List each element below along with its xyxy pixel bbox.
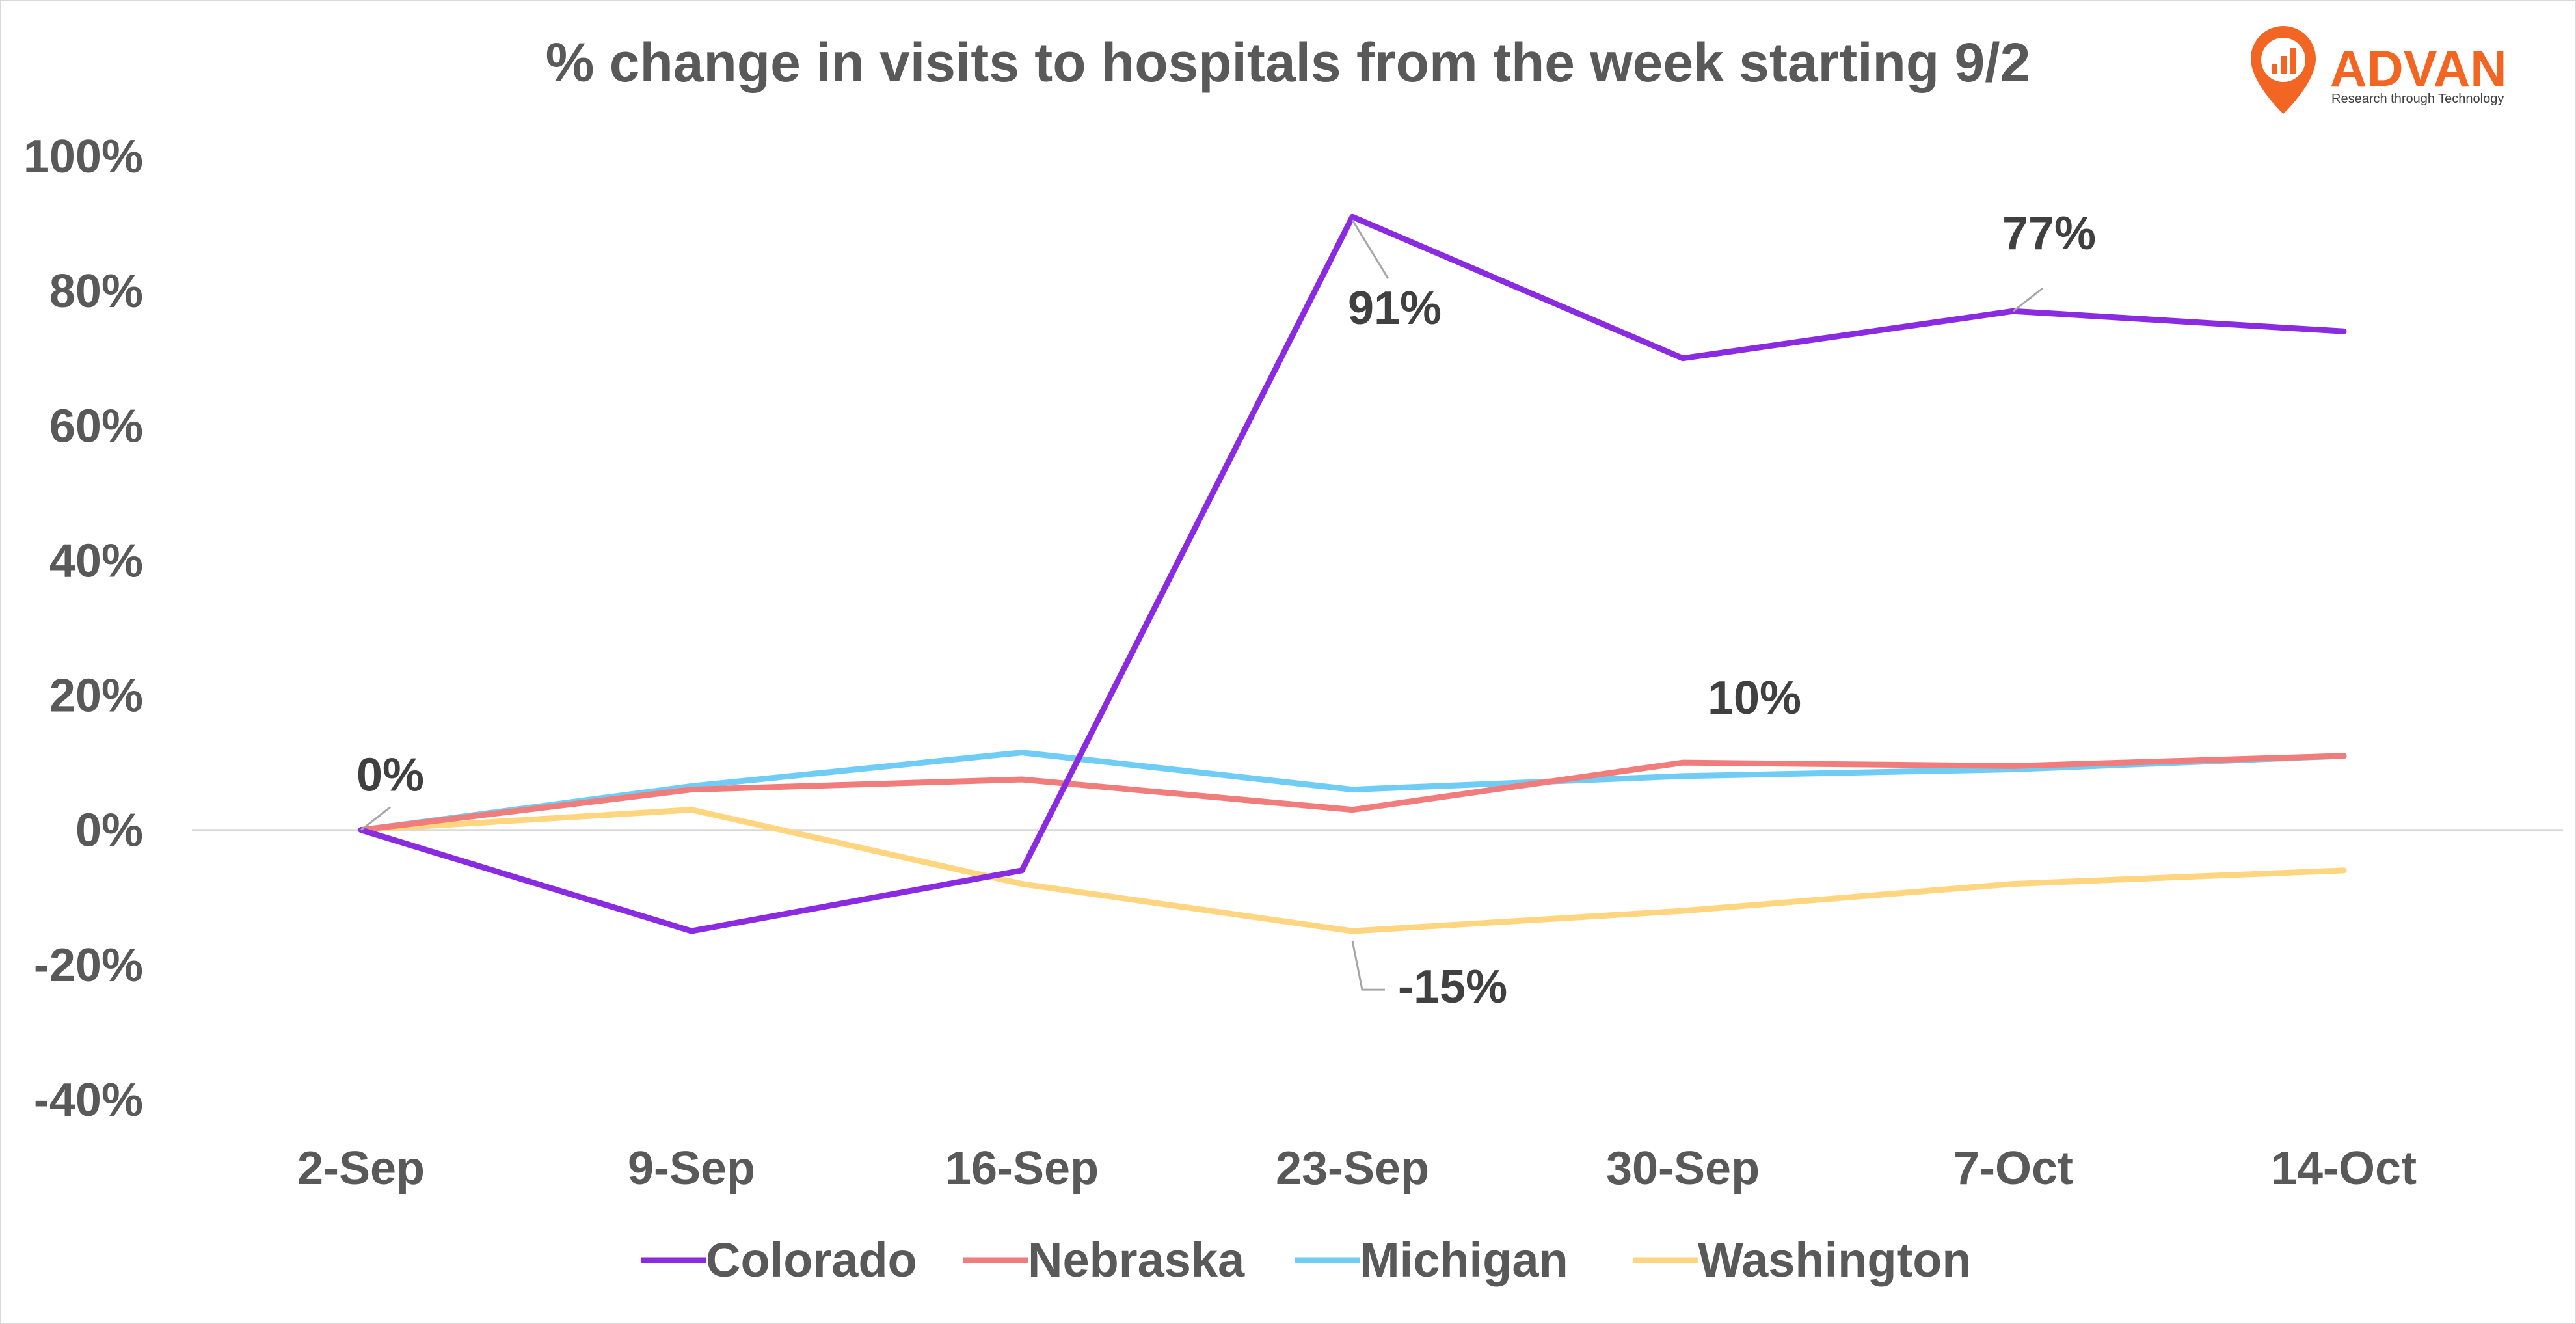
data-label: -15%	[1398, 961, 1507, 1013]
y-tick-label: 0%	[75, 805, 143, 857]
series-line-washington	[358, 807, 2347, 934]
data-label-leader	[1351, 219, 1389, 279]
map-pin-icon	[2251, 26, 2316, 114]
data-label-leader	[2013, 288, 2043, 312]
data-label: 10%	[1708, 672, 1801, 724]
x-axis: 2-Sep 9-Sep 16-Sep 23-Sep 30-Sep 7-Oct 14-Oct	[297, 1142, 2417, 1195]
y-tick-label: 20%	[49, 670, 143, 722]
advan-logo: ADVAN Research through Technology	[2251, 26, 2507, 114]
legend-label-michigan: Michigan	[1360, 1233, 1568, 1287]
legend-label-washington: Washington	[1698, 1233, 1972, 1287]
x-tick-label: 7-Oct	[1953, 1142, 2073, 1195]
legend-label-colorado: Colorado	[706, 1233, 917, 1287]
data-label-leader	[360, 806, 391, 831]
series-line-michigan	[358, 750, 2347, 833]
y-tick-label: 40%	[49, 535, 143, 587]
y-axis: 100% 80% 60% 40% 20% 0% -20% -40%	[23, 131, 143, 1126]
x-tick-label: 16-Sep	[945, 1142, 1099, 1195]
legend: Colorado Nebraska Michigan Washington	[641, 1233, 1972, 1287]
y-tick-label: -20%	[34, 939, 143, 992]
data-label: 0%	[356, 750, 424, 802]
y-tick-label: 100%	[23, 131, 143, 183]
y-tick-label: -40%	[34, 1074, 143, 1126]
data-label: 91%	[1348, 282, 1442, 334]
x-tick-label: 2-Sep	[297, 1142, 425, 1195]
x-tick-label: 23-Sep	[1276, 1142, 1429, 1195]
annotation-layer: 0% 91% 77% 10% -15%	[356, 208, 2096, 1013]
y-tick-label: 80%	[49, 265, 143, 317]
series-line-nebraska	[358, 753, 2347, 833]
chart-title: % change in visits to hospitals from the…	[546, 32, 2031, 93]
data-label-leader	[1351, 940, 1385, 991]
x-tick-label: 30-Sep	[1606, 1142, 1760, 1195]
y-tick-label: 60%	[49, 400, 143, 452]
x-tick-label: 9-Sep	[628, 1142, 755, 1195]
logo-tagline: Research through Technology	[2331, 92, 2504, 106]
logo-wordmark: ADVAN	[2330, 40, 2507, 97]
data-label: 77%	[2002, 208, 2096, 260]
legend-label-nebraska: Nebraska	[1028, 1233, 1245, 1287]
x-tick-label: 14-Oct	[2271, 1142, 2417, 1195]
